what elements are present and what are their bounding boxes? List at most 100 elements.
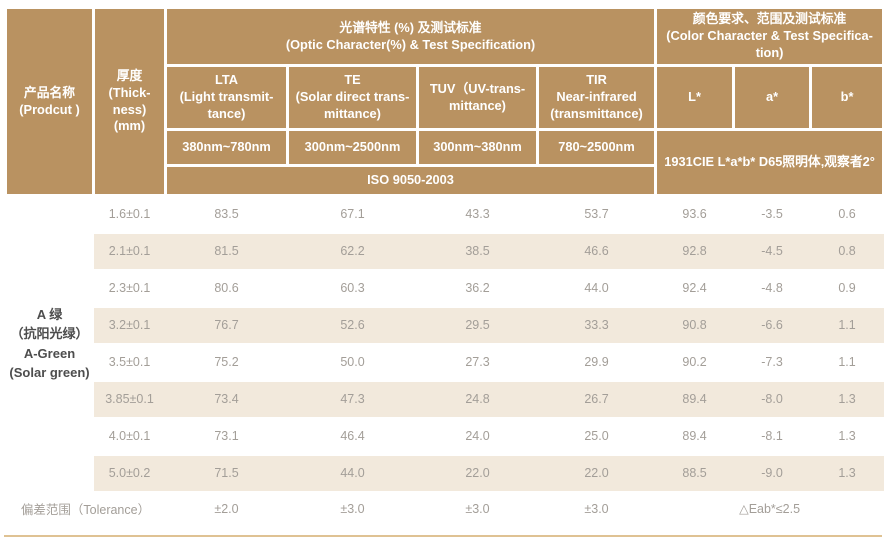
header-te: TE (Solar direct trans- mittance) [286,64,419,131]
product-name-cell: A 绿 （抗阳光绿） A-Green (Solar green) [5,194,94,493]
cell-l: 93.6 [655,194,734,234]
header-tir-range: 780~2500nm [535,128,658,167]
header-product-name: 产品名称 (Prodcut ) [4,6,95,197]
optical-spec-table: 产品名称 (Prodcut ) 厚度 (Thick- ness) (mm) 光谱… [4,6,886,527]
tolerance-lta: ±2.0 [165,490,288,527]
header-group-color: 颜色要求、范围及测试标准 (Color Character & Test Spe… [654,6,886,67]
header-cie-standard: 1931CIE L*a*b* D65照明体,观察者2° [654,128,886,197]
cell-tuv: 24.0 [417,416,538,456]
cell-b: 1.1 [810,305,884,345]
cell-lta: 83.5 [165,194,288,234]
tolerance-te: ±3.0 [287,490,418,527]
cell-b: 1.3 [810,379,884,419]
header-tuv: TUV（UV-trans- mittance) [416,64,539,131]
header-subrow: LTA (Light transmit- tance) TE (Solar di… [6,64,886,131]
tolerance-row: 偏差范围（Tolerance） ±2.0 ±3.0 ±3.0 ±3.0 △Eab… [5,490,884,527]
cell-tir: 29.9 [537,342,656,382]
cell-te: 52.6 [287,305,418,345]
table-row: 2.1±0.1 81.5 62.2 38.5 46.6 92.8 -4.5 0.… [6,231,884,271]
cell-b: 1.3 [810,416,884,456]
cell-te: 50.0 [287,342,418,382]
cell-tir: 22.0 [537,453,656,493]
header-a-star: a* [732,64,813,131]
table-row: 3.2±0.1 76.7 52.6 29.5 33.3 90.8 -6.6 1.… [6,305,884,345]
cell-tuv: 38.5 [417,231,538,271]
cell-l: 92.8 [655,231,734,271]
cell-a: -9.0 [733,453,811,493]
tolerance-eab: △Eab*≤2.5 [655,490,884,527]
cell-te: 60.3 [287,268,418,308]
cell-b: 1.3 [810,453,884,493]
cell-a: -4.8 [733,268,811,308]
cell-lta: 71.5 [165,453,288,493]
cell-lta: 73.4 [165,379,288,419]
header-te-range: 300nm~2500nm [286,128,419,167]
cell-l: 90.8 [655,305,734,345]
tolerance-tir: ±3.0 [537,490,656,527]
cell-b: 0.8 [810,231,884,271]
table-row: 3.5±0.1 75.2 50.0 27.3 29.9 90.2 -7.3 1.… [6,342,884,382]
cell-te: 47.3 [287,379,418,419]
cell-te: 67.1 [287,194,418,234]
bottom-divider [4,535,882,537]
cell-thickness: 1.6±0.1 [93,194,166,234]
table-row: 3.85±0.1 73.4 47.3 24.8 26.7 89.4 -8.0 1… [6,379,884,419]
cell-l: 89.4 [655,416,734,456]
cell-te: 44.0 [287,453,418,493]
header-range-row: 380nm~780nm 300nm~2500nm 300nm~380nm 780… [6,128,886,197]
table-row: 2.3±0.1 80.6 60.3 36.2 44.0 92.4 -4.8 0.… [6,268,884,308]
cell-lta: 75.2 [165,342,288,382]
header-iso-row: ISO 9050-2003 [6,164,884,197]
cell-tir: 44.0 [537,268,656,308]
cell-a: -3.5 [733,194,811,234]
cell-a: -8.0 [733,379,811,419]
cell-tir: 46.6 [537,231,656,271]
table-row: 4.0±0.1 73.1 46.4 24.0 25.0 89.4 -8.1 1.… [6,416,884,456]
table-row: A 绿 （抗阳光绿） A-Green (Solar green) 1.6±0.1… [5,194,884,493]
cell-tuv: 29.5 [417,305,538,345]
cell-thickness: 3.5±0.1 [93,342,166,382]
header-tuv-range: 300nm~380nm [416,128,539,167]
tolerance-tuv: ±3.0 [417,490,538,527]
cell-thickness: 4.0±0.1 [93,416,166,456]
cell-thickness: 2.1±0.1 [93,231,166,271]
cell-te: 62.2 [287,231,418,271]
header-group-optic: 光谱特性 (%) 及测试标准 (Optic Character(%) & Tes… [163,6,658,67]
header-tir: TIR Near-infrared (transmittance) [535,64,658,131]
cell-tuv: 22.0 [417,453,538,493]
cell-l: 92.4 [655,268,734,308]
header-iso-standard: ISO 9050-2003 [163,164,658,197]
header-b-star: b* [809,64,886,131]
cell-tir: 26.7 [537,379,656,419]
cell-thickness: 3.85±0.1 [93,379,166,419]
cell-l: 89.4 [655,379,734,419]
cell-l: 88.5 [655,453,734,493]
cell-l: 90.2 [655,342,734,382]
cell-tir: 33.3 [537,305,656,345]
cell-te: 46.4 [287,416,418,456]
cell-b: 1.1 [810,342,884,382]
cell-thickness: 5.0±0.2 [93,453,166,493]
cell-a: -6.6 [733,305,811,345]
header-lta: LTA (Light transmit- tance) [164,64,289,131]
cell-lta: 81.5 [165,231,288,271]
cell-lta: 73.1 [165,416,288,456]
header-l-star: L* [654,64,736,131]
cell-b: 0.9 [810,268,884,308]
cell-tir: 53.7 [537,194,656,234]
header-thickness: 厚度 (Thick- ness) (mm) [92,6,167,197]
table-row: 5.0±0.2 71.5 44.0 22.0 22.0 88.5 -9.0 1.… [6,453,884,493]
cell-a: -7.3 [733,342,811,382]
cell-lta: 76.7 [165,305,288,345]
cell-tir: 25.0 [537,416,656,456]
tolerance-label: 偏差范围（Tolerance） [5,490,166,527]
cell-a: -4.5 [733,231,811,271]
cell-b: 0.6 [810,194,884,234]
cell-tuv: 24.8 [417,379,538,419]
cell-a: -8.1 [733,416,811,456]
cell-thickness: 3.2±0.1 [93,305,166,345]
cell-thickness: 2.3±0.1 [93,268,166,308]
header-lta-range: 380nm~780nm [164,128,289,167]
cell-lta: 80.6 [165,268,288,308]
